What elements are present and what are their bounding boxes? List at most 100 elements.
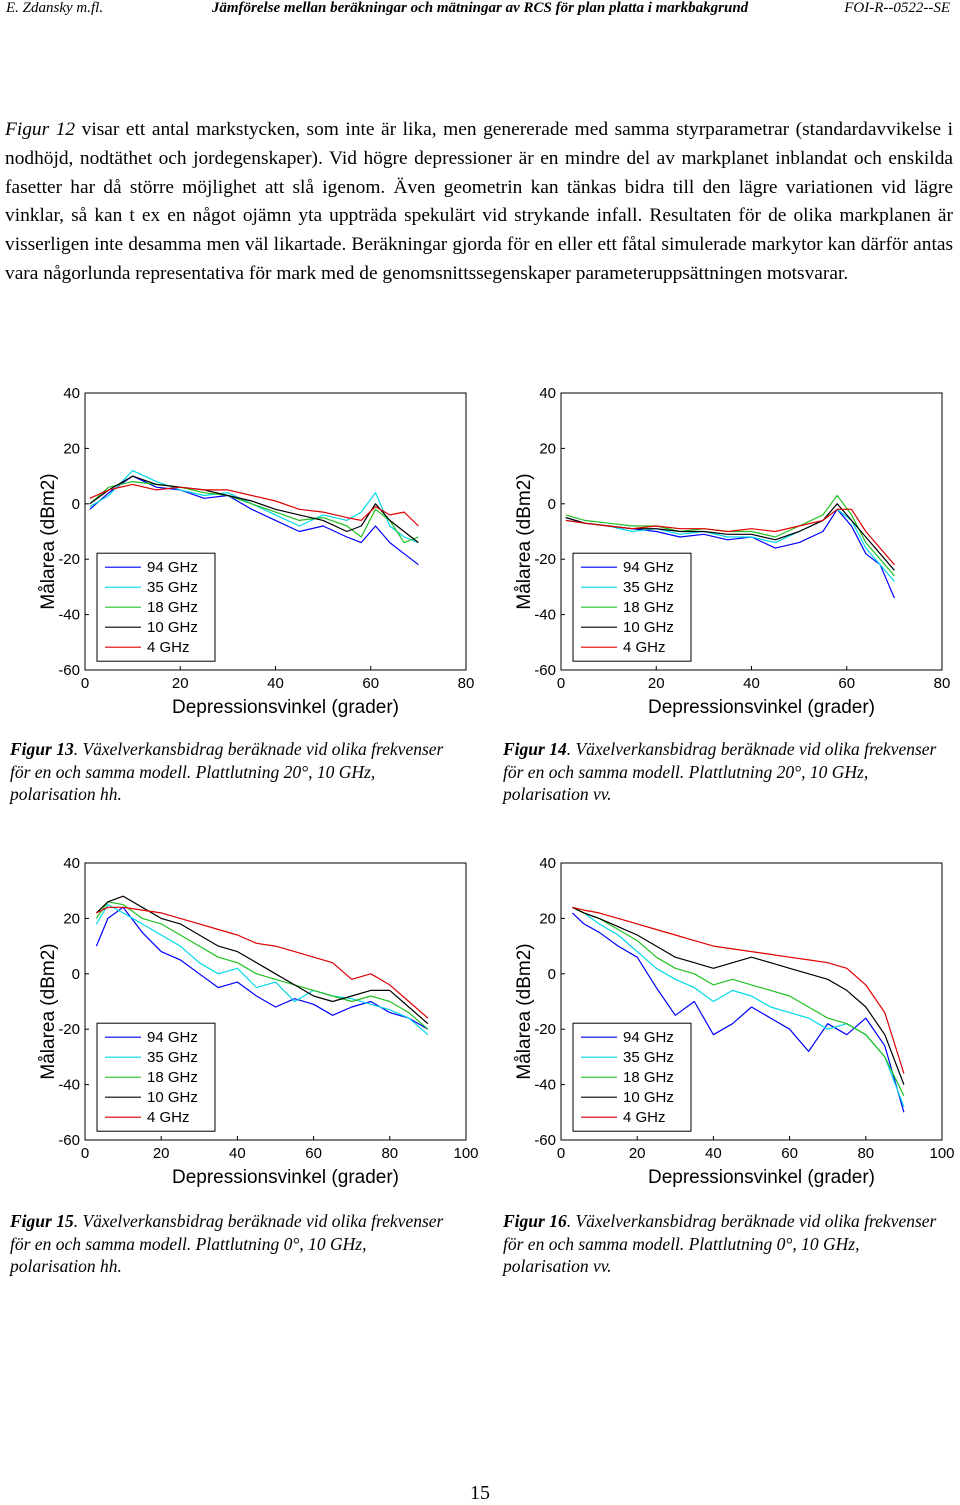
y-tick-label: -20 [534,551,556,568]
y-tick-label: -60 [58,1132,80,1149]
legend-label: 18 GHz [147,599,198,616]
caption-number: Figur 13 [10,739,74,759]
legend-label: 10 GHz [147,619,198,636]
legend-label: 35 GHz [147,579,198,596]
y-tick-label: 0 [548,496,556,513]
y-axis-label: Målarea (dBm2) [38,473,59,609]
series-line-4-ghz [96,906,429,1019]
caption-text: . Växelverkansbidrag beräknade vid olika… [10,739,444,805]
x-tick-label: 60 [781,1145,798,1162]
caption-number: Figur 14 [503,739,567,759]
x-tick-label: 20 [172,675,189,692]
legend-label: 10 GHz [147,1089,198,1106]
x-tick-label: 40 [229,1145,246,1162]
y-tick-label: 0 [548,966,556,983]
header-author: E. Zdansky m.fl. [6,0,104,16]
y-tick-label: 40 [63,385,80,402]
legend-label: 35 GHz [147,1049,198,1066]
x-tick-label: 60 [362,675,379,692]
chart-figure-13: 40 20 0 -20 -40 -60 0 20 40 60 80 Depressionsvinkel… [0,385,480,730]
y-tick-label: -20 [534,1021,556,1038]
y-tick-label: -20 [58,1021,80,1038]
y-tick-label: 20 [539,910,556,927]
y-tick-label: 20 [63,910,80,927]
x-axis-label: Depressionsvinkel (grader) [172,697,399,718]
series-line-35-ghz [565,508,895,582]
x-tick-label: 100 [453,1145,478,1162]
legend-label: 18 GHz [623,599,674,616]
x-tick-label: 40 [743,675,760,692]
series-line-18-ghz [95,901,429,1030]
legend-label: 10 GHz [623,619,674,636]
legend-label: 94 GHz [623,559,674,576]
series-line-18-ghz [572,906,905,1096]
x-tick-label: 0 [81,675,89,692]
caption-text: . Växelverkansbidrag beräknade vid olika… [503,1211,937,1277]
caption-text: . Växelverkansbidrag beräknade vid olika… [503,739,937,805]
y-tick-label: 0 [72,496,80,513]
y-axis-label: Målarea (dBm2) [38,943,59,1079]
y-tick-label: 20 [63,440,80,457]
y-tick-label: 40 [539,855,556,872]
series-line-4-ghz [89,483,419,527]
header-report-number: FOI-R--0522--SE [844,0,950,16]
legend-label: 4 GHz [623,639,666,656]
legend-label: 18 GHz [147,1069,198,1086]
legend-label: 35 GHz [623,579,674,596]
y-tick-label: -60 [534,1132,556,1149]
x-tick-label: 80 [934,675,951,692]
x-tick-label: 60 [838,675,855,692]
series-line-4-ghz [565,508,895,566]
legend-label: 10 GHz [623,1089,674,1106]
caption-number: Figur 15 [10,1211,74,1231]
y-tick-label: 20 [539,440,556,457]
x-tick-label: 20 [629,1145,646,1162]
y-tick-label: 40 [539,385,556,402]
body-paragraph: Figur 12 visar ett antal markstycken, so… [5,116,953,289]
series-line-18-ghz [565,494,895,577]
x-axis-label: Depressionsvinkel (grader) [648,697,875,718]
legend-label: 4 GHz [147,1109,190,1126]
legend-label: 94 GHz [147,559,198,576]
series-line-10-ghz [572,906,905,1085]
body-paragraph-text: visar ett antal markstycken, som inte är… [5,119,953,284]
caption-text: . Växelverkansbidrag beräknade vid olika… [10,1211,444,1277]
legend-label: 4 GHz [623,1109,666,1126]
y-tick-label: -60 [58,662,80,679]
series-line-94-ghz [95,906,429,1030]
chart-figure-14: 40 20 0 -20 -40 -60 0 20 40 60 80 Depressionsvinkel… [476,385,956,730]
y-axis-label: Målarea (dBm2) [514,943,535,1079]
x-tick-label: 60 [305,1145,322,1162]
legend-label: 94 GHz [147,1029,198,1046]
legend-label: 35 GHz [623,1049,674,1066]
x-tick-label: 0 [81,1145,89,1162]
legend-label: 18 GHz [623,1069,674,1086]
x-tick-label: 80 [381,1145,398,1162]
x-tick-label: 0 [557,675,565,692]
chart-figure-15: 40 20 0 -20 -40 -60 0 20 40 60 80 100 Depressionsvin… [0,855,480,1200]
y-tick-label: -40 [534,1077,556,1094]
y-axis-label: Målarea (dBm2) [514,473,535,609]
x-tick-label: 40 [267,675,284,692]
x-tick-label: 80 [458,675,475,692]
y-tick-label: 40 [63,855,80,872]
legend-label: 94 GHz [623,1029,674,1046]
x-axis-label: Depressionsvinkel (grader) [172,1167,399,1188]
header-title: Jämförelse mellan beräkningar och mätnin… [211,0,749,16]
caption-number: Figur 16 [503,1211,567,1231]
caption-figure-15: Figur 15. Växelverkansbidrag beräknade v… [10,1210,450,1278]
x-tick-label: 40 [705,1145,722,1162]
y-tick-label: -40 [58,1077,80,1094]
caption-figure-13: Figur 13. Växelverkansbidrag beräknade v… [10,738,450,806]
y-tick-label: -20 [58,551,80,568]
caption-figure-16: Figur 16. Växelverkansbidrag beräknade v… [503,1210,943,1278]
series-line-4-ghz [572,906,905,1074]
y-tick-label: -40 [58,607,80,624]
y-tick-label: 0 [72,966,80,983]
legend-label: 4 GHz [147,639,190,656]
plot-area [560,862,943,1141]
